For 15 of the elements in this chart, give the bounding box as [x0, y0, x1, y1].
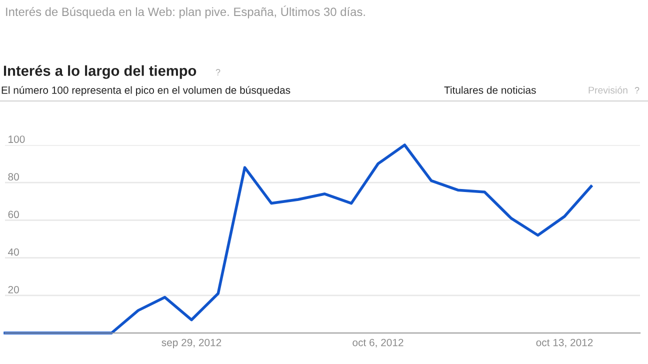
y-tick-label: 20: [8, 286, 19, 294]
chart-subtitle: Interés a lo largo del tiempo: [4, 65, 196, 79]
chart-title: Interés de Búsqueda en la Web: plan pive. España, Últimos 30 días.: [6, 6, 365, 18]
y-tick-label: 60: [8, 210, 19, 218]
text: ?: [634, 87, 640, 94]
text: ?: [216, 69, 220, 76]
text: Titulares de noticias: [444, 86, 536, 94]
text: El número 100 representa el pico en el volumen de búsquedas: [2, 86, 290, 96]
y-tick-label: 100: [8, 136, 25, 143]
text: Previsión: [588, 86, 628, 94]
y-tick-label: 80: [8, 173, 19, 181]
x-tick-label: oct 13, 2012: [536, 338, 593, 348]
x-tick-label: oct 6, 2012: [352, 338, 404, 348]
x-tick-label: sep 29, 2012: [162, 338, 222, 348]
y-tick-label: 40: [8, 248, 19, 256]
